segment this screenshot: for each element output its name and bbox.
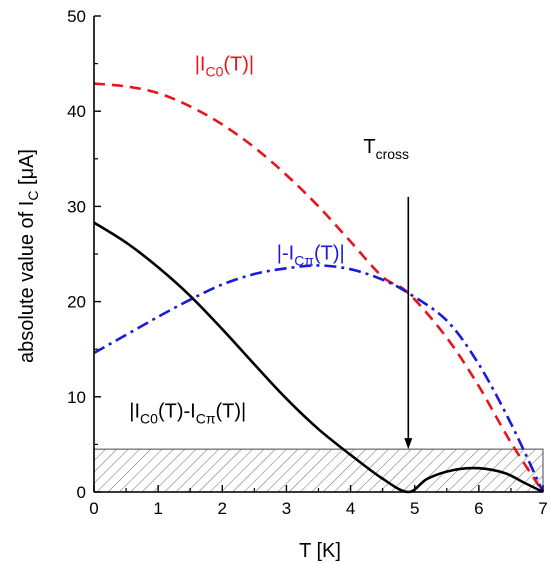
y-axis-title-unit: [μA]: [16, 149, 38, 191]
y-axis-title-main: absolute value of I: [16, 201, 38, 363]
x-tick-label: 4: [346, 499, 355, 518]
x-tick-label: 1: [153, 499, 162, 518]
y-axis-title-sub: C: [25, 191, 41, 201]
label-icpi: |-ICπ(T)|: [277, 243, 345, 269]
y-tick-label: 10: [67, 388, 86, 407]
hatched-band: [93, 448, 544, 493]
y-tick-label: 40: [67, 102, 86, 121]
x-tick-label: 7: [538, 499, 547, 518]
series-icpi-line: [93, 264, 545, 493]
x-axis-title: T [K]: [299, 540, 341, 562]
x-tick-label: 0: [89, 499, 98, 518]
tcross-arrow-head: [404, 438, 413, 450]
y-tick-label: 20: [67, 293, 86, 312]
label-difference: |IC0(T)-ICπ(T)|: [129, 401, 246, 427]
x-tick-label: 3: [282, 499, 291, 518]
y-tick-label: 30: [67, 197, 86, 216]
series-ic0-line: [93, 82, 545, 493]
y-tick-label: 0: [77, 483, 86, 502]
series-difference-line: [93, 221, 544, 494]
x-tick-label: 6: [474, 499, 483, 518]
y-axis-title: absolute value of IC [μA]: [16, 149, 41, 363]
label-ic0: |IC0(T)|: [195, 53, 254, 79]
x-tick-label: 2: [218, 499, 227, 518]
label-tcross: Tcross: [363, 136, 409, 162]
y-tick-label: 50: [67, 7, 86, 26]
x-tick-label: 5: [410, 499, 419, 518]
